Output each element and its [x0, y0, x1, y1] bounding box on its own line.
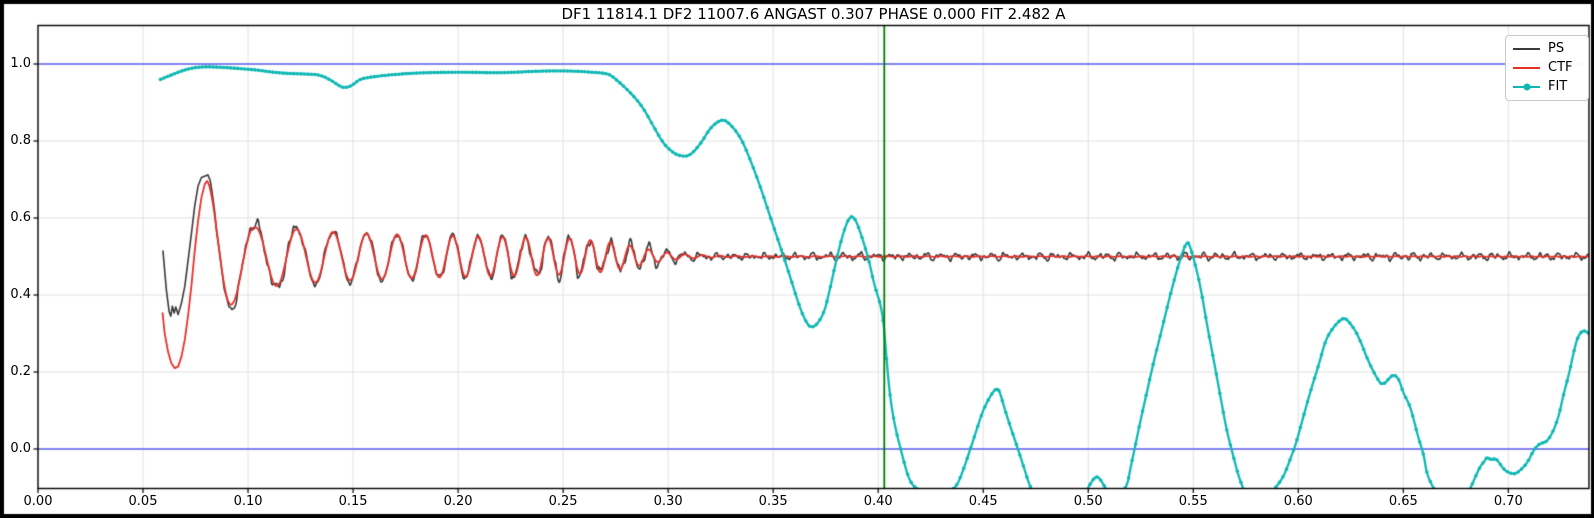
x-axis-tick-label: 0.25	[548, 494, 578, 509]
legend-marker-dot	[1523, 83, 1530, 91]
x-axis-tick-label: 0.60	[1283, 494, 1313, 509]
x-axis-tick-label: 0.20	[443, 494, 473, 509]
legend-item-ps: PS	[1513, 41, 1582, 57]
legend-line-sample-ps	[1513, 47, 1540, 51]
y-axis-tick-label: 0.2	[10, 363, 31, 379]
x-axis-tick-label: 0.70	[1493, 494, 1523, 509]
x-axis-tick-label: 0.35	[758, 494, 788, 509]
legend-label-ps: PS	[1548, 41, 1565, 56]
x-axis-tick-label: 0.55	[1178, 494, 1208, 509]
x-axis-tick-label: 0.45	[968, 494, 998, 509]
legend-item-ctf: CTF	[1513, 60, 1582, 76]
legend-item-fit: FIT	[1513, 79, 1582, 95]
y-axis-tick-label: 0.6	[10, 209, 31, 225]
legend-label-fit: FIT	[1548, 79, 1568, 94]
legend-line-sample-ctf	[1513, 66, 1540, 70]
legend-line-sample-fit	[1513, 83, 1540, 91]
y-axis-tick-label: 0.4	[10, 286, 31, 302]
chart-title: DF1 11814.1 DF2 11007.6 ANGAST 0.307 PHA…	[561, 5, 1066, 23]
legend: PS CTF FIT	[1505, 35, 1589, 101]
x-axis-tick-label: 0.50	[1073, 494, 1103, 509]
x-axis-tick-label: 0.65	[1388, 494, 1418, 509]
x-axis-tick-label: 0.30	[653, 494, 683, 509]
y-axis-tick-label: 1.0	[10, 55, 31, 71]
y-axis-tick-label: 0.8	[10, 132, 31, 148]
x-axis-tick-label: 0.05	[128, 494, 158, 509]
y-axis-tick-label: 0.0	[10, 440, 31, 456]
x-axis-tick-label: 0.10	[233, 494, 263, 509]
x-axis-tick-label: 0.00	[23, 494, 53, 509]
x-axis-tick-label: 0.15	[338, 494, 368, 509]
legend-label-ctf: CTF	[1548, 60, 1573, 75]
x-axis-tick-label: 0.40	[863, 494, 893, 509]
